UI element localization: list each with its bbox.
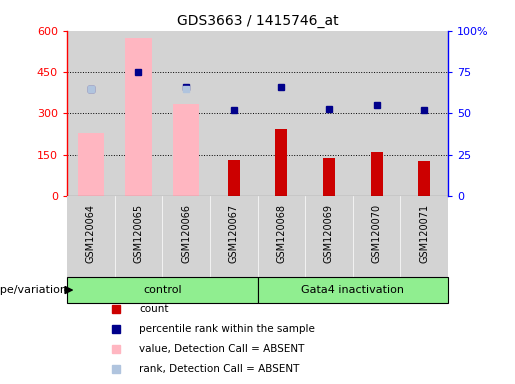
Bar (162, 196, 210, 277)
Bar (173, 104, 199, 196)
Bar (67, 196, 115, 277)
Bar (305, 196, 353, 277)
Text: GSM120068: GSM120068 (277, 204, 286, 263)
Title: GDS3663 / 1415746_at: GDS3663 / 1415746_at (177, 14, 338, 28)
Bar (401, 196, 448, 277)
Bar (258, 196, 305, 277)
Text: GSM120067: GSM120067 (229, 204, 238, 263)
Bar (210, 31, 258, 196)
Bar (258, 31, 305, 196)
Text: GSM120069: GSM120069 (324, 204, 334, 263)
Text: GSM120064: GSM120064 (86, 204, 96, 263)
Bar (418, 161, 430, 196)
Bar (371, 152, 383, 196)
Bar (258, 277, 448, 303)
Bar (78, 133, 104, 196)
Text: count: count (140, 304, 169, 314)
Bar (114, 31, 162, 196)
Bar (305, 31, 353, 196)
Bar (67, 277, 258, 303)
Bar (125, 38, 151, 196)
Bar (228, 161, 239, 196)
Bar (353, 31, 401, 196)
Text: GSM120071: GSM120071 (419, 204, 429, 263)
Bar (401, 31, 448, 196)
Bar (276, 129, 287, 196)
Text: GSM120070: GSM120070 (372, 204, 382, 263)
Text: percentile rank within the sample: percentile rank within the sample (140, 324, 315, 334)
Text: rank, Detection Call = ABSENT: rank, Detection Call = ABSENT (140, 364, 300, 374)
Text: Gata4 inactivation: Gata4 inactivation (301, 285, 404, 295)
Text: control: control (143, 285, 182, 295)
Bar (210, 196, 258, 277)
Text: value, Detection Call = ABSENT: value, Detection Call = ABSENT (140, 344, 305, 354)
Bar (162, 31, 210, 196)
Text: GSM120066: GSM120066 (181, 204, 191, 263)
Bar (323, 157, 335, 196)
Bar (353, 196, 401, 277)
Text: GSM120065: GSM120065 (133, 204, 143, 263)
Bar (67, 31, 115, 196)
Text: genotype/variation: genotype/variation (0, 285, 67, 295)
Bar (114, 196, 162, 277)
